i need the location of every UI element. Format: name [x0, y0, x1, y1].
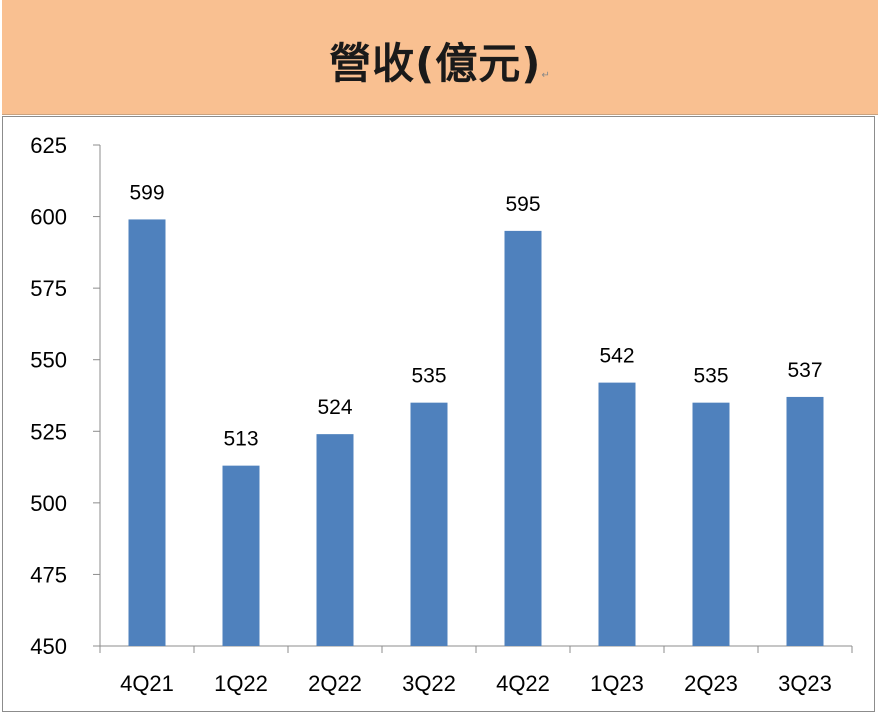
- chart-title: 營收(億元): [329, 39, 542, 88]
- x-tick-label: 4Q22: [496, 671, 550, 696]
- data-label: 537: [787, 359, 822, 382]
- y-tick-label: 625: [30, 133, 67, 158]
- bar: [316, 434, 354, 646]
- data-label: 535: [411, 365, 446, 388]
- bar: [128, 219, 166, 647]
- x-tick-label: 3Q22: [402, 671, 456, 696]
- y-tick-label: 550: [30, 348, 67, 373]
- bar: [410, 402, 448, 646]
- x-tick-label: 4Q21: [120, 671, 174, 696]
- data-label: 599: [129, 181, 164, 204]
- x-tick-label: 1Q23: [590, 671, 644, 696]
- data-label: 513: [223, 428, 258, 451]
- bar: [222, 465, 260, 646]
- chart-title-banner: 營收(億元)↵: [2, 0, 878, 115]
- y-tick-label: 600: [30, 205, 67, 230]
- paragraph-mark-icon: ↵: [541, 70, 551, 81]
- y-tick-label: 500: [30, 491, 67, 516]
- y-tick-label: 475: [30, 562, 67, 587]
- data-label: 595: [505, 193, 540, 216]
- x-tick-label: 1Q22: [214, 671, 268, 696]
- x-tick-label: 2Q23: [684, 671, 738, 696]
- bar: [504, 230, 542, 646]
- bar: [692, 402, 730, 646]
- y-tick-label: 525: [30, 419, 67, 444]
- y-tick-label: 450: [30, 634, 67, 659]
- bar: [786, 396, 824, 646]
- bar: [598, 382, 636, 646]
- x-tick-label: 2Q22: [308, 671, 362, 696]
- data-label: 542: [599, 345, 634, 368]
- x-tick-label: 3Q23: [778, 671, 832, 696]
- data-label: 535: [693, 365, 728, 388]
- y-tick-label: 575: [30, 276, 67, 301]
- data-label: 524: [317, 396, 352, 419]
